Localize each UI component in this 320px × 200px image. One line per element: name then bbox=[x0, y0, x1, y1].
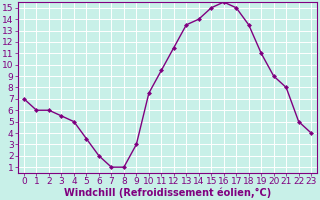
X-axis label: Windchill (Refroidissement éolien,°C): Windchill (Refroidissement éolien,°C) bbox=[64, 187, 271, 198]
